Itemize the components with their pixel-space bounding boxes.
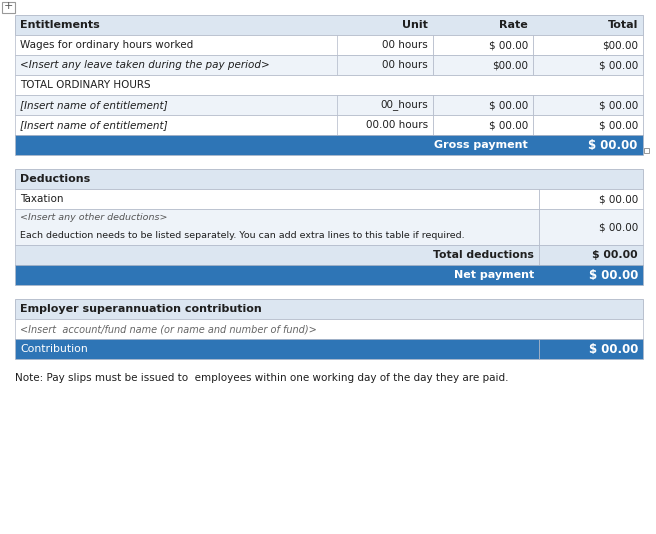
Bar	[15, 169, 643, 189]
Text: 00 hours: 00 hours	[382, 40, 428, 50]
Bar	[15, 339, 539, 359]
Bar	[15, 15, 643, 35]
Text: TOTAL ORDINARY HOURS: TOTAL ORDINARY HOURS	[20, 80, 151, 90]
Text: Total: Total	[607, 20, 638, 30]
Bar	[539, 339, 643, 359]
Text: Each deduction needs to be listed separately. You can add extra lines to this ta: Each deduction needs to be listed separa…	[20, 232, 464, 240]
Text: [Insert name of entitlement]: [Insert name of entitlement]	[20, 100, 168, 110]
Text: $00.00: $00.00	[492, 60, 528, 70]
Bar	[539, 189, 643, 209]
Bar	[533, 95, 643, 115]
Text: $ 00.00: $ 00.00	[588, 138, 637, 152]
Text: $ 00.00: $ 00.00	[588, 269, 638, 281]
Bar	[15, 135, 643, 155]
Bar	[15, 55, 643, 75]
Bar	[15, 209, 539, 245]
Bar	[433, 55, 533, 75]
Bar	[15, 265, 643, 285]
Text: $ 00.00: $ 00.00	[489, 100, 528, 110]
Bar	[533, 115, 643, 135]
Bar	[539, 245, 643, 265]
Bar	[433, 115, 533, 135]
Bar	[15, 115, 643, 135]
Text: $ 00.00: $ 00.00	[489, 40, 528, 50]
Text: <Insert  account/fund name (or name and number of fund)>: <Insert account/fund name (or name and n…	[20, 324, 317, 334]
Text: <Insert any other deductions>: <Insert any other deductions>	[20, 213, 167, 222]
Bar	[337, 95, 433, 115]
Bar	[15, 189, 539, 209]
Text: Employer superannuation contribution: Employer superannuation contribution	[20, 304, 262, 314]
Text: $ 00.00: $ 00.00	[592, 250, 638, 260]
Text: $ 00.00: $ 00.00	[599, 60, 638, 70]
Bar	[433, 95, 533, 115]
Text: Taxation: Taxation	[20, 194, 64, 204]
Bar	[15, 299, 643, 319]
Bar	[15, 75, 643, 95]
Bar	[15, 245, 539, 265]
Bar	[15, 95, 643, 115]
Text: 00.00 hours: 00.00 hours	[366, 120, 428, 130]
Bar	[644, 148, 649, 153]
Text: $ 00.00: $ 00.00	[599, 120, 638, 130]
Bar	[337, 115, 433, 135]
Bar	[433, 35, 533, 55]
Bar	[533, 35, 643, 55]
Text: $ 00.00: $ 00.00	[599, 100, 638, 110]
Text: Net payment: Net payment	[454, 270, 534, 280]
Text: Gross payment: Gross payment	[434, 140, 528, 150]
Bar	[539, 209, 643, 245]
Text: $ 00.00: $ 00.00	[588, 342, 638, 356]
Bar	[337, 35, 433, 55]
Text: Entitlements: Entitlements	[20, 20, 100, 30]
Bar	[15, 35, 643, 55]
Bar	[337, 55, 433, 75]
Bar	[2, 2, 15, 13]
Text: Rate: Rate	[499, 20, 528, 30]
Text: Note: Pay slips must be issued to  employees within one working day of the day t: Note: Pay slips must be issued to employ…	[15, 373, 508, 383]
Text: Deductions: Deductions	[20, 174, 91, 184]
Text: $ 00.00: $ 00.00	[599, 222, 638, 232]
Text: Total deductions: Total deductions	[433, 250, 534, 260]
Text: <Insert any leave taken during the pay period>: <Insert any leave taken during the pay p…	[20, 60, 270, 70]
Bar	[15, 319, 643, 339]
Text: [Insert name of entitlement]: [Insert name of entitlement]	[20, 120, 168, 130]
Text: Unit: Unit	[402, 20, 428, 30]
Text: $ 00.00: $ 00.00	[489, 120, 528, 130]
Text: Wages for ordinary hours worked: Wages for ordinary hours worked	[20, 40, 194, 50]
Text: Contribution: Contribution	[20, 344, 88, 354]
Text: 00_hours: 00_hours	[380, 99, 428, 111]
Text: $ 00.00: $ 00.00	[599, 194, 638, 204]
Bar	[533, 55, 643, 75]
Text: $00.00: $00.00	[602, 40, 638, 50]
Text: +⁠: +⁠	[4, 1, 13, 11]
Text: 00 hours: 00 hours	[382, 60, 428, 70]
